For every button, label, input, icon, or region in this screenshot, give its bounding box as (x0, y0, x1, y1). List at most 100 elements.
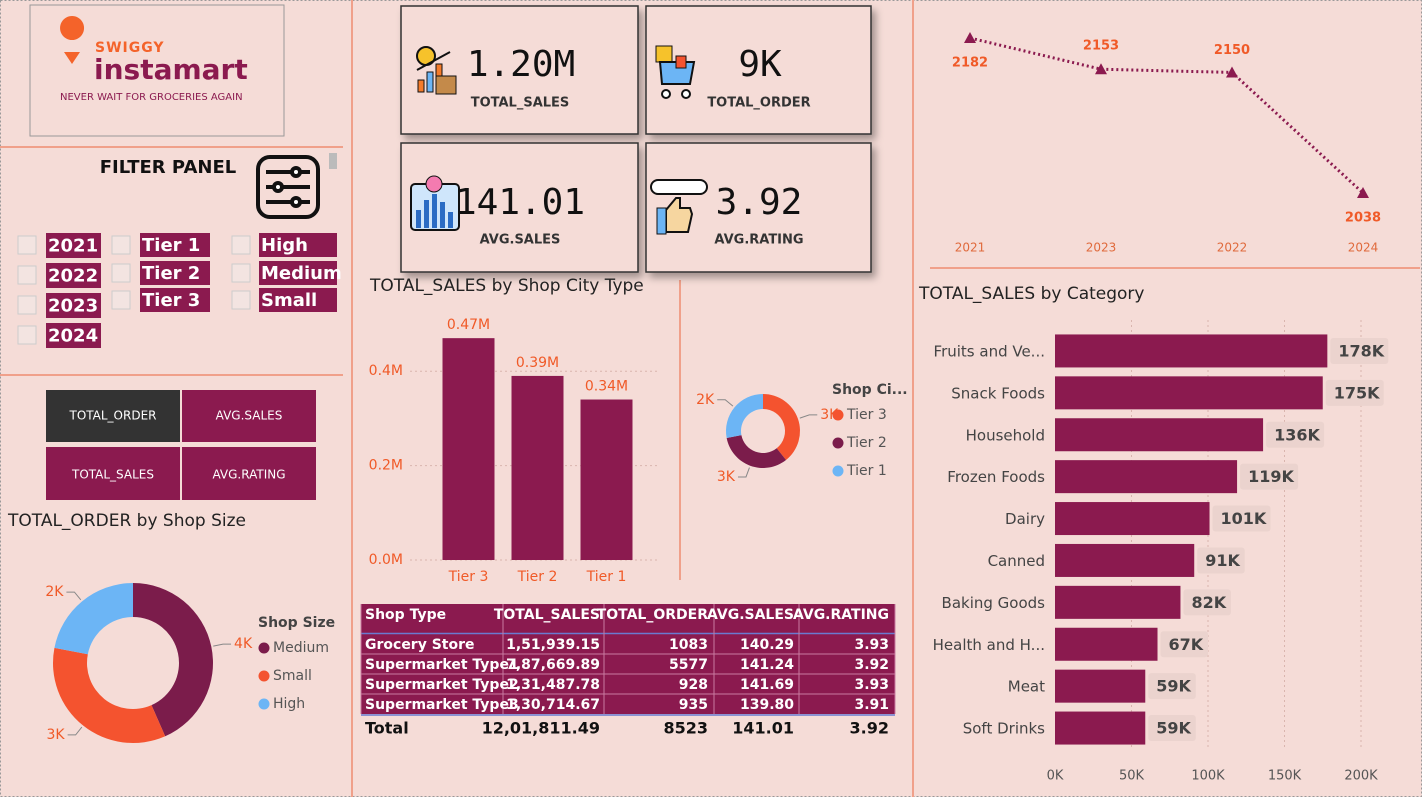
legend-title: Shop Size (258, 615, 335, 631)
donut-slice (763, 393, 801, 460)
table-header: Shop Type (365, 607, 446, 623)
legend-label: High (273, 696, 305, 712)
checkbox[interactable] (231, 263, 251, 283)
checkbox[interactable] (111, 263, 131, 283)
logo-brand: SWIGGY (95, 40, 165, 56)
data-label: 178K (1338, 341, 1384, 360)
checkbox[interactable] (231, 290, 251, 310)
line (969, 36, 1365, 195)
kpi-label: AVG.RATING (714, 233, 803, 248)
filter-label[interactable]: Tier 1 (142, 235, 200, 256)
table-header: AVG.RATING (793, 607, 889, 623)
filter-chip (140, 233, 210, 257)
filter-chip (259, 233, 337, 257)
chart-title: TOTAL_SALES by Category (918, 284, 1144, 304)
chart-title: TOTAL_ORDER by Shop Size (7, 511, 246, 531)
donut-slice (54, 583, 133, 655)
filter-label[interactable]: Tier 3 (142, 290, 200, 311)
legend-swatch (832, 437, 844, 449)
data-label-bg (1212, 505, 1271, 532)
kpi-value: 141.01 (455, 182, 585, 223)
legend-label: Tier 1 (846, 463, 887, 479)
checkbox[interactable] (231, 235, 251, 255)
legend-swatch (832, 409, 844, 421)
data-label: 0.34M (585, 379, 628, 395)
data-label: 4K (234, 636, 253, 652)
table-cell: 1083 (669, 637, 708, 653)
filter-label[interactable]: 2021 (48, 236, 98, 257)
filter-label[interactable]: High (261, 235, 308, 256)
table-header: AVG.SALES (707, 607, 794, 623)
table-cell: 140.29 (740, 637, 794, 653)
x-tick-label: 100K (1191, 769, 1225, 784)
button[interactable] (182, 447, 316, 500)
line-marker (964, 32, 976, 43)
kpi-icon (410, 175, 460, 231)
button[interactable] (46, 447, 180, 500)
button-label[interactable]: AVG.RATING (212, 468, 285, 482)
x-tick-label: Tier 1 (586, 569, 627, 585)
checkbox[interactable] (111, 235, 131, 255)
logo-tagline: NEVER WAIT FOR GROCERIES AGAIN (60, 92, 243, 103)
bar (1055, 543, 1195, 577)
filter-label[interactable]: 2024 (48, 326, 98, 347)
line-marker (1357, 187, 1369, 198)
data-label: 0.47M (447, 317, 490, 333)
filter-label[interactable]: Small (261, 290, 317, 311)
checkbox[interactable] (17, 295, 37, 315)
data-label: 91K (1205, 551, 1240, 570)
bar (1055, 334, 1328, 368)
filter-label[interactable]: 2022 (48, 266, 98, 287)
table-cell: Supermarket Type2 (365, 677, 519, 693)
filter-label[interactable]: Tier 2 (142, 263, 200, 284)
donut-slice (53, 647, 166, 743)
donut-slice (133, 583, 214, 737)
data-label-bg (1160, 631, 1209, 658)
table-cell: Supermarket Type3 (365, 697, 519, 713)
button-label[interactable]: TOTAL_SALES (71, 468, 154, 482)
data-label-bg (1240, 463, 1299, 490)
bar (1055, 502, 1210, 536)
data-label: 175K (1334, 383, 1380, 402)
button-label[interactable]: AVG.SALES (216, 409, 283, 423)
filter-label[interactable]: Medium (261, 263, 342, 284)
checkbox[interactable] (17, 325, 37, 345)
kpi-icon (650, 179, 708, 235)
data-label-bg (1325, 379, 1384, 406)
button[interactable] (182, 390, 316, 442)
y-tick-label: 0.2M (369, 458, 403, 474)
bar (1055, 460, 1238, 494)
data-label-bg (1330, 337, 1389, 364)
x-tick-label: 2023 (1086, 241, 1117, 255)
data-label: 59K (1156, 719, 1191, 738)
checkbox[interactable] (17, 265, 37, 285)
filter-chip (140, 261, 210, 285)
data-label: 2150 (1214, 43, 1250, 58)
leader-line (799, 414, 818, 419)
kpi-value: 1.20M (467, 44, 575, 85)
data-label: 59K (1156, 677, 1191, 696)
x-tick-label: 0K (1047, 769, 1064, 784)
table-cell: Supermarket Type1 (365, 657, 519, 673)
filter-chip (259, 261, 337, 285)
filter-chip (46, 323, 101, 348)
y-tick-label: Snack Foods (951, 384, 1045, 402)
y-tick-label: Meat (1008, 678, 1045, 696)
table-cell: 1,51,939.15 (506, 637, 600, 653)
data-label: 119K (1248, 467, 1294, 486)
kpi-value: 3.92 (716, 182, 803, 223)
button-label[interactable]: TOTAL_ORDER (68, 409, 156, 423)
checkbox[interactable] (111, 290, 131, 310)
button[interactable] (46, 390, 180, 442)
table-cell: Grocery Store (365, 637, 475, 653)
checkbox[interactable] (17, 235, 37, 255)
table-total: Total (365, 719, 409, 738)
filter-label[interactable]: 2023 (48, 296, 98, 317)
filter-chip (46, 263, 101, 288)
y-tick-label: Baking Goods (942, 594, 1046, 612)
logo-icon (60, 16, 85, 64)
chart-title: TOTAL_SALES by Shop City Type (369, 276, 644, 296)
data-label: 3K (47, 727, 66, 743)
